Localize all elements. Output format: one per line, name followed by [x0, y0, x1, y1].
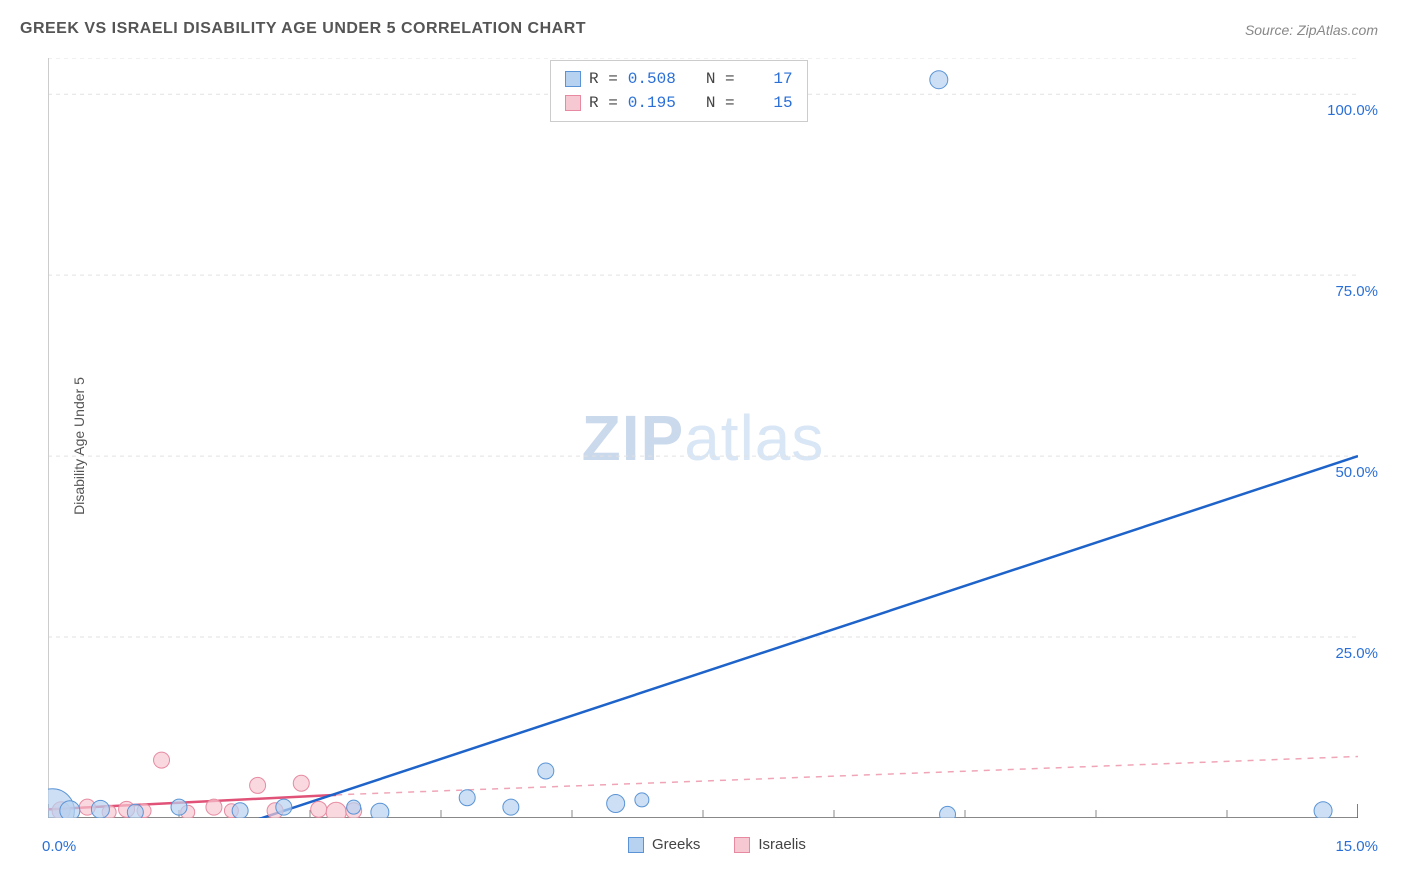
greek-n-value: 17	[743, 70, 793, 88]
source-attribution: Source: ZipAtlas.com	[1245, 22, 1378, 38]
israeli-r-value: 0.195	[626, 94, 676, 112]
legend-row-israelis: R = 0.195 N = 15	[565, 91, 793, 115]
correlation-legend: R = 0.508 N = 17 R = 0.195 N = 15	[550, 60, 808, 122]
chart-title: GREEK VS ISRAELI DISABILITY AGE UNDER 5 …	[20, 20, 586, 38]
legend-row-greeks: R = 0.508 N = 17	[565, 67, 793, 91]
n-label: N =	[706, 94, 735, 112]
israeli-n-value: 15	[743, 94, 793, 112]
israeli-swatch	[734, 837, 750, 853]
y-tick-label: 75.0%	[1335, 283, 1378, 300]
greek-r-value: 0.508	[626, 70, 676, 88]
plot-area: ZIPatlas R = 0.508 N = 17 R = 0.195 N = …	[48, 58, 1358, 818]
greek-swatch	[565, 71, 581, 87]
r-label: R =	[589, 70, 618, 88]
israeli-label: Israelis	[758, 836, 806, 853]
series-legend: Greeks Israelis	[628, 836, 806, 853]
israeli-swatch	[565, 95, 581, 111]
y-tick-label: 50.0%	[1335, 464, 1378, 481]
greek-label: Greeks	[652, 836, 700, 853]
x-tick-min: 0.0%	[42, 838, 76, 855]
y-tick-label: 100.0%	[1327, 102, 1378, 119]
n-label: N =	[706, 70, 735, 88]
greek-swatch	[628, 837, 644, 853]
scatter-chart	[48, 58, 1358, 818]
y-tick-label: 25.0%	[1335, 645, 1378, 662]
x-tick-max: 15.0%	[1335, 838, 1378, 855]
r-label: R =	[589, 94, 618, 112]
